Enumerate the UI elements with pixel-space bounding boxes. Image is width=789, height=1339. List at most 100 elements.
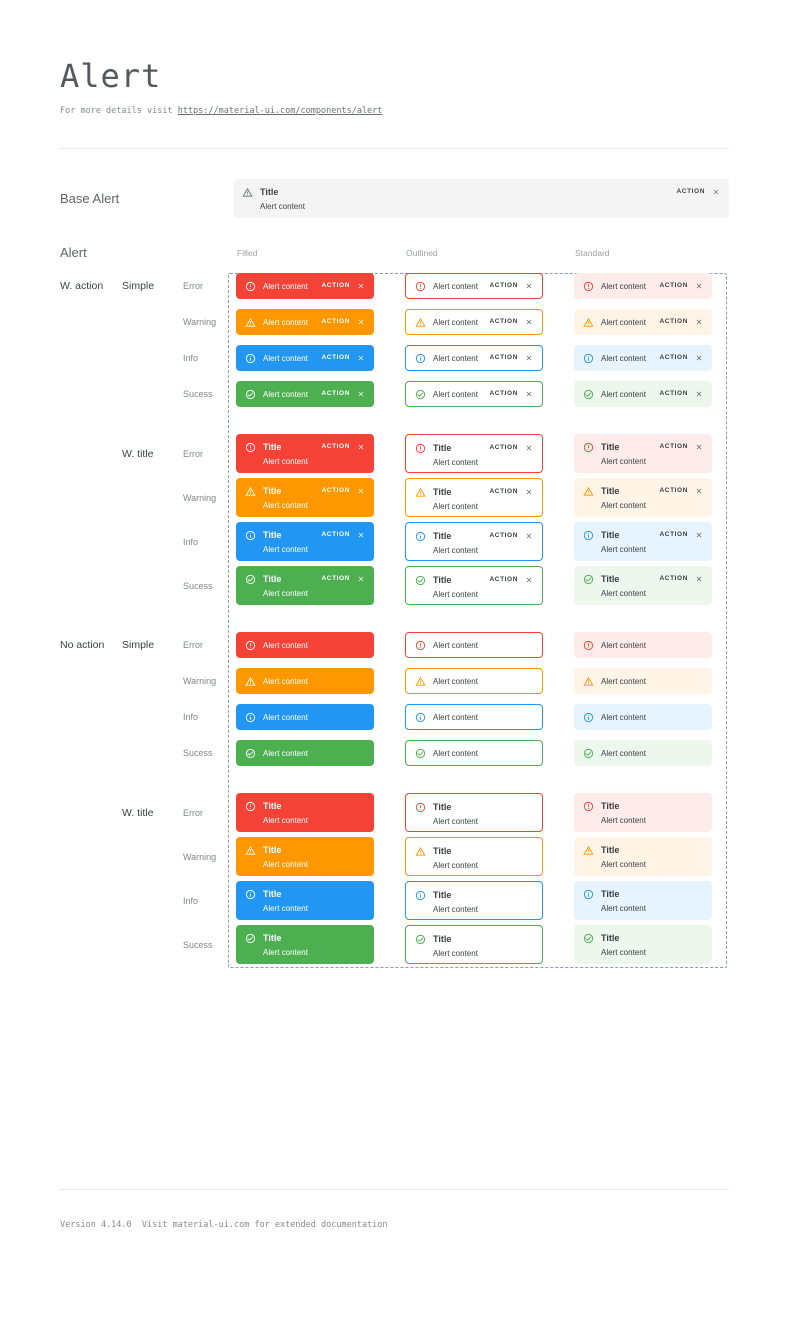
page-title: Alert <box>60 57 162 95</box>
alert-filled-info: Alert content <box>236 704 374 730</box>
action-button[interactable]: ACTION <box>659 530 688 538</box>
close-icon[interactable] <box>525 576 533 584</box>
severity-label: Info <box>183 712 199 722</box>
action-button[interactable]: ACTION <box>321 353 350 361</box>
action-button[interactable]: ACTION <box>676 187 705 195</box>
base-alert: Title ACTION Alert content <box>233 179 729 218</box>
error-outline-icon <box>245 281 256 292</box>
alert-cell-outlined: Title Alert content <box>405 793 543 832</box>
info-outline-icon <box>583 712 594 723</box>
check-circle-icon <box>583 389 594 400</box>
severity-label: Warning <box>183 676 217 686</box>
close-icon[interactable] <box>695 354 703 362</box>
close-icon[interactable] <box>525 282 533 290</box>
action-button[interactable]: ACTION <box>659 442 688 450</box>
close-icon[interactable] <box>357 575 365 583</box>
close-icon[interactable] <box>357 443 365 451</box>
alert-title: Title <box>601 486 620 496</box>
alert-title: Title <box>433 487 452 497</box>
action-button[interactable]: ACTION <box>659 486 688 494</box>
action-button[interactable]: ACTION <box>659 281 688 289</box>
action-button[interactable]: ACTION <box>321 442 350 450</box>
grid-section: No action Simple Error Alert content Alert c… <box>60 632 729 766</box>
check-circle-icon <box>245 389 256 400</box>
alert-content: Alert content <box>601 317 646 327</box>
alert-content: Alert content <box>601 748 646 758</box>
alert-content: Alert content <box>433 676 478 686</box>
page: Alert For more details visit https://mat… <box>60 56 729 1231</box>
warning-triangle-icon <box>415 487 426 498</box>
close-icon[interactable] <box>525 318 533 326</box>
close-icon[interactable] <box>525 390 533 398</box>
alert-content: Alert content <box>601 545 646 554</box>
info-outline-icon <box>583 889 594 900</box>
alert-content: Alert content <box>433 712 478 722</box>
action-button[interactable]: ACTION <box>489 281 518 289</box>
alert-outlined-success: Alert content <box>405 740 543 766</box>
close-icon[interactable] <box>695 575 703 583</box>
alert-title: Title <box>263 530 282 540</box>
close-icon[interactable] <box>695 390 703 398</box>
close-icon[interactable] <box>525 532 533 540</box>
close-icon[interactable] <box>695 318 703 326</box>
close-icon[interactable] <box>357 354 365 362</box>
action-button[interactable]: ACTION <box>489 353 518 361</box>
alert-cell-standard: Alert content <box>574 668 712 694</box>
action-button[interactable]: ACTION <box>321 317 350 325</box>
severity-label: Warning <box>183 317 217 327</box>
action-button[interactable]: ACTION <box>489 443 518 451</box>
footer-text: Version 4.14.0 Visit material-ui.com for… <box>60 1220 388 1230</box>
close-icon[interactable] <box>357 531 365 539</box>
alert-filled-warning-titled: Title Alert content <box>236 837 374 876</box>
action-button[interactable]: ACTION <box>489 531 518 539</box>
action-button[interactable]: ACTION <box>659 353 688 361</box>
subgroup-label: Simple <box>122 280 155 292</box>
action-button[interactable]: ACTION <box>489 317 518 325</box>
close-icon[interactable] <box>357 282 365 290</box>
alert-content: Alert content <box>263 589 308 598</box>
action-button[interactable]: ACTION <box>489 389 518 397</box>
close-icon[interactable] <box>695 487 703 495</box>
alert-filled-info-titled: Title Alert content <box>236 881 374 920</box>
alert-title: Title <box>601 530 620 540</box>
close-icon[interactable] <box>712 188 720 196</box>
close-icon[interactable] <box>695 282 703 290</box>
docs-link[interactable]: https://material-ui.com/components/alert <box>177 106 383 116</box>
subtitle-text: For more details visit <box>60 106 178 116</box>
alert-content: Alert content <box>601 640 646 650</box>
action-button[interactable]: ACTION <box>659 317 688 325</box>
close-icon[interactable] <box>357 487 365 495</box>
close-icon[interactable] <box>695 531 703 539</box>
alert-title: Title <box>433 531 452 541</box>
action-button[interactable]: ACTION <box>489 487 518 495</box>
alert-content: Alert content <box>433 458 478 467</box>
action-button[interactable]: ACTION <box>321 574 350 582</box>
alert-content: Alert content <box>601 501 646 510</box>
alert-title: Title <box>601 574 620 584</box>
action-button[interactable]: ACTION <box>321 389 350 397</box>
alert-cell-outlined: Title ACTION Alert content <box>405 566 543 605</box>
action-button[interactable]: ACTION <box>489 575 518 583</box>
action-button[interactable]: ACTION <box>659 389 688 397</box>
action-button[interactable]: ACTION <box>321 486 350 494</box>
alert-content: Alert content <box>601 816 646 825</box>
alert-cell-filled: Title Alert content <box>236 881 374 920</box>
close-icon[interactable] <box>357 390 365 398</box>
alert-standard-info: Alert content <box>574 704 712 730</box>
action-button[interactable]: ACTION <box>659 574 688 582</box>
action-button[interactable]: ACTION <box>321 281 350 289</box>
close-icon[interactable] <box>357 318 365 326</box>
action-button[interactable]: ACTION <box>321 530 350 538</box>
close-icon[interactable] <box>525 488 533 496</box>
alert-outlined-error-titled: Title Alert content <box>405 793 543 832</box>
alert-cell-filled: Title Alert content <box>236 793 374 832</box>
close-icon[interactable] <box>525 444 533 452</box>
error-outline-icon <box>415 443 426 454</box>
close-icon[interactable] <box>695 443 703 451</box>
alert-standard-error-titled: Title Alert content <box>574 793 712 832</box>
close-icon[interactable] <box>525 354 533 362</box>
alert-content: Alert content <box>263 501 308 510</box>
alert-cell-outlined: Title Alert content <box>405 925 543 964</box>
alert-cell-standard: Title Alert content <box>574 793 712 832</box>
alert-cell-standard: Title ACTION Alert content <box>574 434 712 473</box>
